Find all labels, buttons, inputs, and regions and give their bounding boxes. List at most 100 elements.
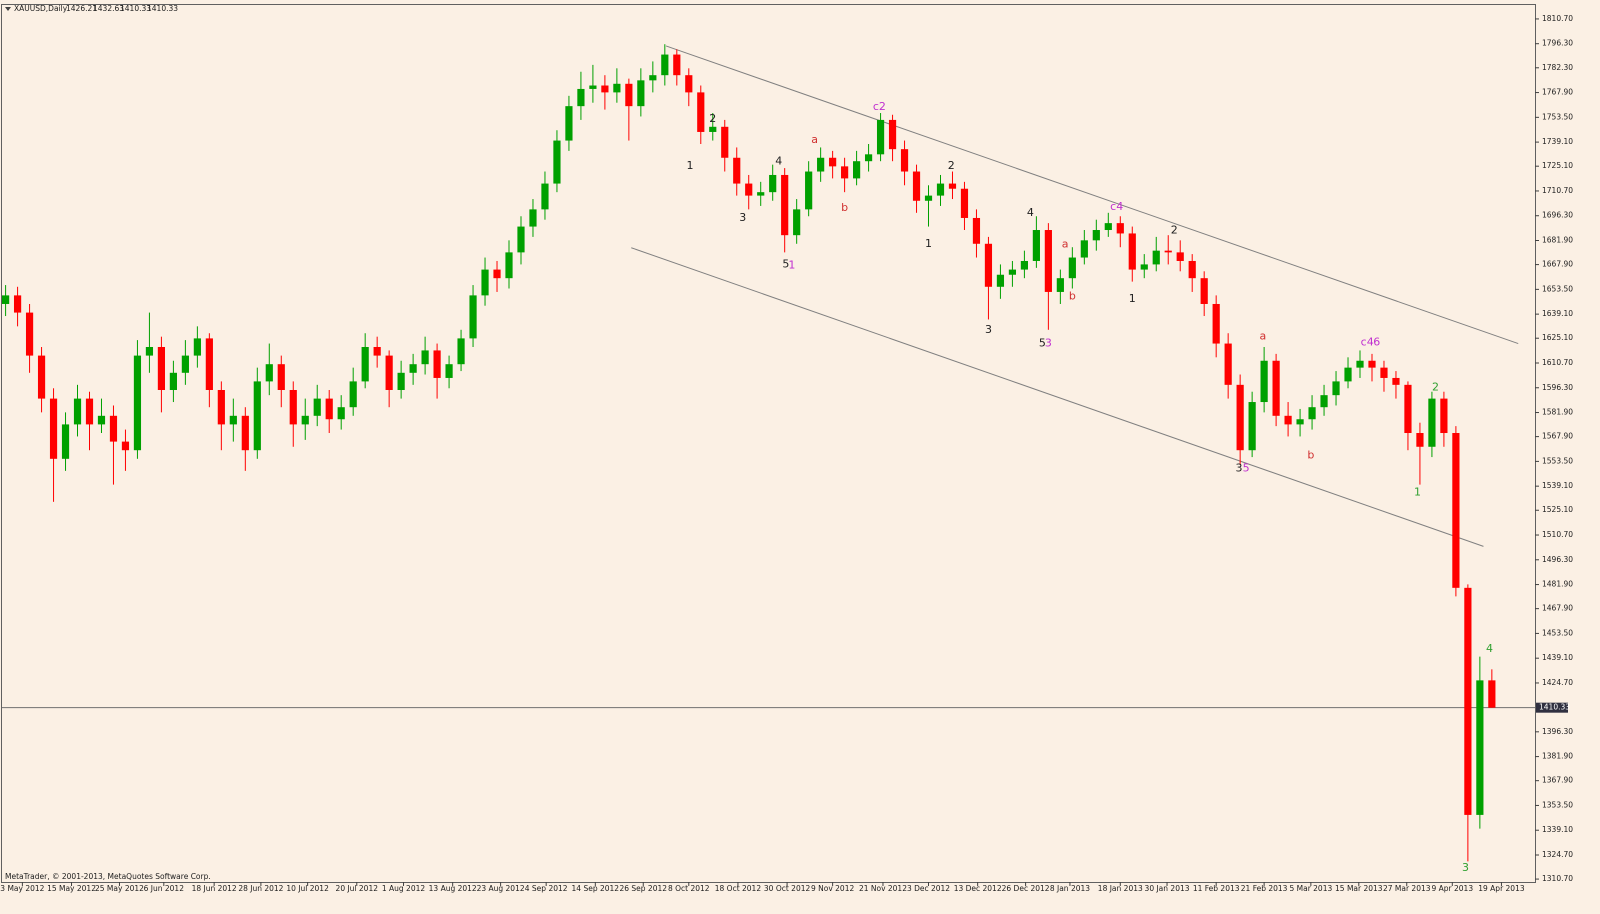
candle-body <box>181 355 189 373</box>
candle-body <box>1260 360 1268 403</box>
wave-label: a <box>811 133 818 146</box>
candle-body <box>936 183 945 196</box>
candle-body <box>529 209 537 227</box>
candle-body <box>601 85 609 93</box>
wave-label: b <box>1069 290 1076 303</box>
candle-body <box>1356 360 1364 368</box>
x-tick-label: 26 Sep 2012 <box>619 884 667 893</box>
candle-body <box>1212 303 1220 344</box>
y-tick-label: 1381.90 <box>1542 752 1573 761</box>
candle-body <box>505 252 513 279</box>
y-tick-label: 1639.10 <box>1542 309 1573 318</box>
candle-body <box>876 119 885 155</box>
candle-body <box>1416 433 1424 447</box>
candle-body <box>589 85 597 89</box>
candle-body <box>169 372 177 390</box>
wave-label: c4 <box>1110 200 1123 213</box>
y-tick-label: 1667.90 <box>1542 260 1573 269</box>
candle-body <box>1068 257 1076 279</box>
wave-label: 1 <box>686 159 693 172</box>
wave-label: 5 <box>1039 337 1046 350</box>
x-tick-label: 18 Jun 2012 <box>192 884 237 893</box>
candle-body <box>481 269 489 296</box>
candle-body <box>565 106 573 141</box>
candle-body <box>1332 381 1340 396</box>
candle-body <box>1140 264 1148 270</box>
x-tick-label: 15 May 2012 <box>47 884 96 893</box>
x-tick-label: 9 Apr 2013 <box>1431 884 1473 893</box>
wave-label: 1 <box>1414 486 1421 499</box>
x-tick-label: 30 Jan 2013 <box>1145 884 1190 893</box>
candle-body <box>85 398 94 425</box>
candle-body <box>613 83 621 93</box>
wave-label: 1 <box>788 258 795 271</box>
candle-body <box>853 161 861 179</box>
candle-body <box>73 398 82 425</box>
x-tick-label: 9 Nov 2012 <box>811 884 854 893</box>
x-tick-label: 6 Jun 2012 <box>144 884 185 893</box>
candle-body <box>1176 252 1184 261</box>
candle-body <box>13 295 22 313</box>
candle-body <box>1284 415 1292 425</box>
candle-body <box>1044 230 1052 292</box>
y-tick-label: 1439.10 <box>1542 653 1573 662</box>
candle-body <box>1428 398 1436 447</box>
symbol: XAUUSD,Daily <box>14 4 68 13</box>
candle-body <box>1200 278 1208 304</box>
y-tick-label: 1339.10 <box>1542 825 1573 834</box>
candle-body <box>145 346 154 356</box>
plot-frame <box>1 4 1536 883</box>
y-tick-label: 1625.10 <box>1542 333 1573 342</box>
candle-body <box>1272 360 1280 416</box>
menu-arrow <box>5 7 11 11</box>
x-tick-label: 27 Mar 2013 <box>1383 884 1431 893</box>
candle-body <box>61 424 70 459</box>
y-tick-label: 1596.30 <box>1542 383 1573 392</box>
candle-body <box>1236 384 1244 451</box>
candle-body <box>1368 360 1376 368</box>
x-tick-label: 4 Sep 2012 <box>525 884 568 893</box>
candle-body <box>888 119 897 150</box>
wave-label: 2 <box>1171 224 1178 237</box>
header-close: 1410.33 <box>147 4 178 13</box>
candle-body <box>373 346 381 356</box>
x-tick-label: 3 Dec 2012 <box>907 884 950 893</box>
y-tick-label: 1696.30 <box>1542 211 1573 220</box>
candle-body <box>1092 230 1100 241</box>
x-tick-label: 18 Oct 2012 <box>715 884 762 893</box>
candle-body <box>1380 367 1388 378</box>
candle-body <box>445 364 453 378</box>
y-tick-label: 1610.70 <box>1542 358 1573 367</box>
candle-body <box>673 54 681 76</box>
candle-body <box>745 183 753 196</box>
candle-body <box>109 415 118 442</box>
wave-label: 1 <box>1129 292 1136 305</box>
y-tick-label: 1353.50 <box>1542 800 1573 809</box>
candle-body <box>1464 587 1472 815</box>
wave-label: a <box>1062 238 1069 251</box>
candle-body <box>625 83 633 107</box>
candle-body <box>253 381 261 451</box>
wave-label: 4 <box>1486 642 1493 655</box>
y-tick-label: 1310.70 <box>1542 874 1573 883</box>
y-tick-label: 1810.70 <box>1542 14 1573 23</box>
candle-body <box>817 157 825 172</box>
candle-body <box>733 157 741 184</box>
candle-body <box>1344 367 1352 382</box>
candle-body <box>709 126 717 132</box>
candle-body <box>241 415 249 451</box>
candle-body <box>1008 269 1017 275</box>
y-tick-label: 1324.70 <box>1542 850 1573 859</box>
candle-body <box>757 192 765 196</box>
y-tick-label: 1553.50 <box>1542 456 1573 465</box>
wave-label: 1 <box>925 237 932 250</box>
candle-body <box>1308 407 1316 420</box>
candle-body <box>1392 377 1400 385</box>
candle-body <box>1224 343 1232 385</box>
candle-body <box>301 415 309 425</box>
x-tick-label: 14 Sep 2012 <box>572 884 620 893</box>
candle-body <box>577 88 585 107</box>
y-tick-label: 1581.90 <box>1542 408 1573 417</box>
